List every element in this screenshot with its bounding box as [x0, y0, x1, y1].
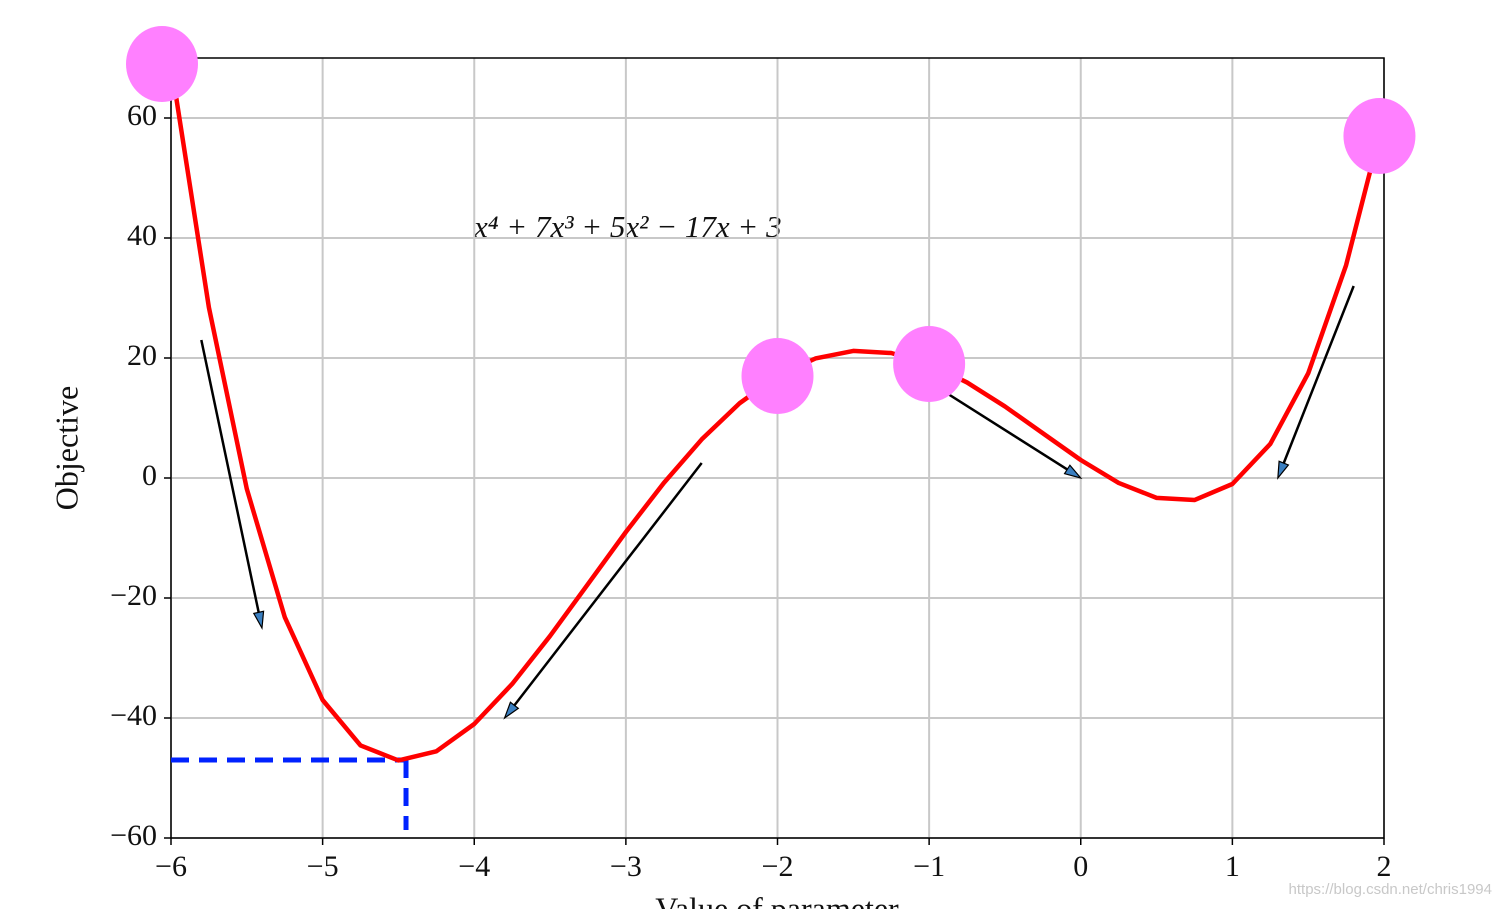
y-axis-label: Objective — [48, 386, 84, 510]
y-tick-label: 20 — [127, 339, 157, 372]
arrow-shaft — [513, 462, 703, 707]
x-tick-label: −2 — [762, 850, 794, 883]
x-tick-label: −6 — [155, 850, 187, 883]
x-axis-label: Value of parameter — [655, 890, 899, 909]
arrow-shaft — [1282, 285, 1355, 464]
x-tick-label: −5 — [307, 850, 339, 883]
y-tick-label: 60 — [127, 99, 157, 132]
highlight-point — [126, 26, 198, 102]
arrow-head — [1277, 460, 1290, 480]
highlight-point — [893, 326, 966, 402]
x-tick-label: 1 — [1225, 850, 1240, 883]
y-tick-label: −60 — [110, 819, 157, 852]
x-tick-label: −4 — [458, 850, 490, 883]
highlight-point — [1343, 98, 1416, 174]
x-tick-label: −1 — [913, 850, 945, 883]
arrow-head — [252, 610, 265, 630]
x-tick-label: −3 — [610, 850, 642, 883]
grid — [170, 58, 1385, 839]
arrow-shaft — [928, 380, 1068, 471]
plot-frame — [170, 57, 1385, 839]
arrow-head — [1063, 464, 1083, 480]
arrow-shaft — [200, 339, 260, 613]
highlight-point — [741, 338, 814, 414]
y-tick-label: 40 — [127, 219, 157, 252]
watermark: https://blog.csdn.net/chris1994 — [1289, 881, 1492, 898]
arrow-head — [503, 701, 520, 720]
y-tick-label: −20 — [110, 579, 157, 612]
y-tick-label: −40 — [110, 699, 157, 732]
y-tick-label: 0 — [142, 459, 157, 492]
x-tick-label: 0 — [1073, 850, 1088, 883]
x-tick-label: 2 — [1377, 850, 1392, 883]
